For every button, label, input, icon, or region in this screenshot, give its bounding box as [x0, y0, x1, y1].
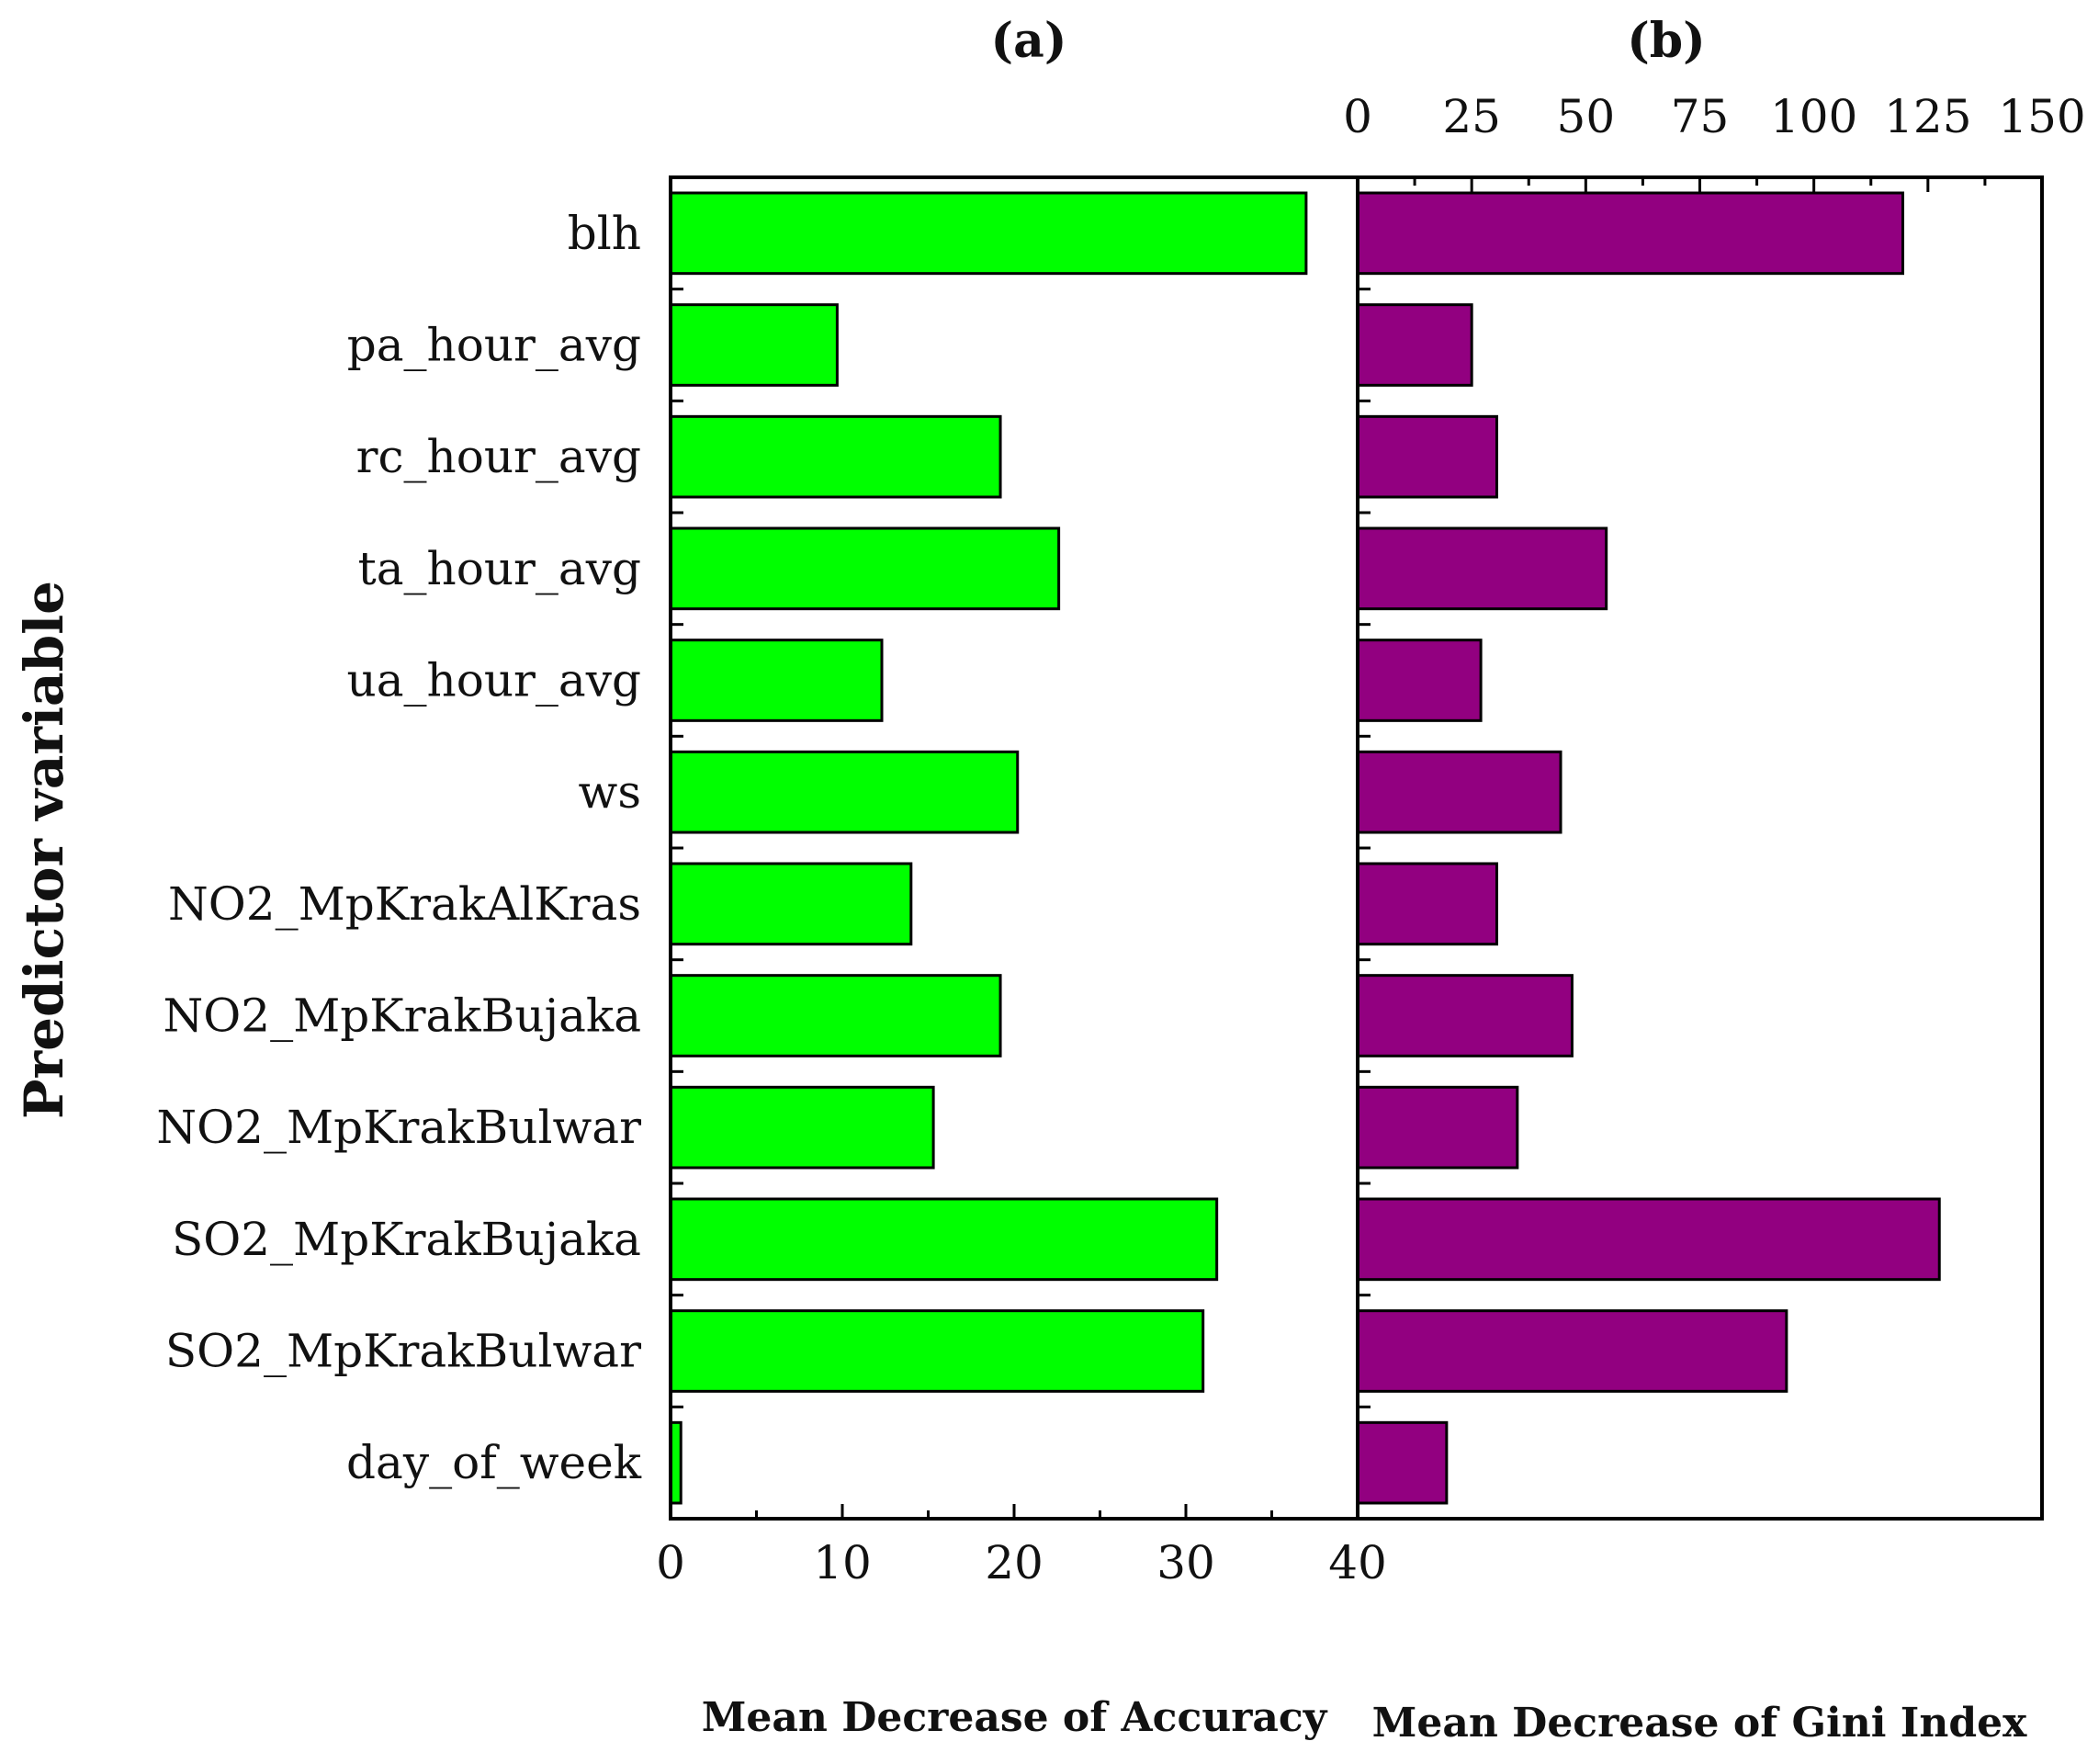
panel-b-bar-rc_hour_avg — [1356, 414, 1498, 499]
panel-a-tick-label: 40 — [1328, 1536, 1387, 1589]
category-label-NO2_MpKrakBujaka: NO2_MpKrakBujaka — [164, 989, 641, 1043]
category-label-rc_hour_avg: rc_hour_avg — [356, 430, 641, 483]
panel-b-bar-ta_hour_avg — [1356, 526, 1608, 611]
panel-a-tick-label: 20 — [985, 1536, 1044, 1589]
panel-b-bar-pa_hour_avg — [1356, 303, 1473, 387]
category-label-day_of_week: day_of_week — [346, 1436, 642, 1489]
panel-a-tick-label: 10 — [813, 1536, 872, 1589]
panel-a: (a) 0 10 20 30 40 Mean Decrease of Accuracy — [656, 13, 1387, 1741]
panel-b-bar-SO2_MpKrakBulwar — [1356, 1309, 1788, 1393]
panel-a-title: (a) — [991, 13, 1067, 69]
panel-b-bars — [1356, 191, 1941, 1505]
category-labels: blh pa_hour_avg rc_hour_avg ta_hour_avg ua_h… — [156, 207, 641, 1489]
panel-b-tick-label: 75 — [1671, 90, 1730, 143]
panel-b: (b) 0 25 50 75 100 125 150 Mean Decrease of Gi… — [1343, 13, 2086, 1747]
category-label-pa_hour_avg: pa_hour_avg — [347, 319, 641, 372]
panel-b-bar-NO2_MpKrakAlKras — [1356, 862, 1498, 946]
category-label-blh: blh — [568, 207, 641, 260]
panel-a-bar-NO2_MpKrakAlKras — [669, 862, 913, 946]
panel-b-x-axis-title: Mean Decrease of Gini Index — [1372, 1700, 2027, 1747]
panel-a-bar-SO2_MpKrakBulwar — [669, 1309, 1205, 1393]
panel-a-bar-rc_hour_avg — [669, 414, 1002, 499]
category-label-SO2_MpKrakBujaka: SO2_MpKrakBujaka — [172, 1213, 641, 1266]
panel-b-bar-ws — [1356, 750, 1562, 834]
panel-a-bar-ws — [669, 750, 1020, 834]
panel-b-bar-blh — [1356, 191, 1905, 276]
panel-b-frame — [1356, 175, 2044, 1521]
panel-b-tick-label: 50 — [1557, 90, 1616, 143]
panel-b-x-axis: 0 25 50 75 100 125 150 — [1343, 90, 2086, 1408]
category-label-NO2_MpKrakBulwar: NO2_MpKrakBulwar — [156, 1101, 641, 1154]
panel-a-bars — [669, 191, 1308, 1505]
y-axis-title: Predictor variable — [13, 581, 75, 1119]
panel-a-bar-NO2_MpKrakBujaka — [669, 974, 1002, 1057]
panel-b-title: (b) — [1627, 13, 1706, 69]
panel-a-bar-ua_hour_avg — [669, 639, 884, 722]
panel-b-bar-day_of_week — [1356, 1420, 1449, 1505]
panel-b-tick-label: 25 — [1442, 90, 1501, 143]
panel-a-bar-NO2_MpKrakBulwar — [669, 1085, 935, 1170]
panel-a-tick-label: 30 — [1156, 1536, 1215, 1589]
panel-b-tick-label: 100 — [1770, 90, 1857, 143]
category-label-NO2_MpKrakAlKras: NO2_MpKrakAlKras — [168, 877, 641, 931]
panel-b-bar-ua_hour_avg — [1356, 639, 1483, 722]
panel-b-tick-label: 125 — [1884, 90, 1971, 143]
panel-b-bar-NO2_MpKrakBulwar — [1356, 1085, 1519, 1170]
category-label-ta_hour_avg: ta_hour_avg — [358, 542, 641, 595]
category-label-ua_hour_avg: ua_hour_avg — [347, 654, 641, 707]
panel-a-bar-SO2_MpKrakBujaka — [669, 1197, 1219, 1282]
category-label-ws: ws — [579, 765, 641, 819]
panel-a-bar-pa_hour_avg — [669, 303, 839, 387]
panel-a-bar-ta_hour_avg — [669, 526, 1061, 611]
panel-b-bar-NO2_MpKrakBujaka — [1356, 974, 1574, 1057]
panel-b-tick-label: 150 — [1998, 90, 2085, 143]
panel-a-x-axis-title: Mean Decrease of Accuracy — [702, 1694, 1328, 1741]
panel-a-x-axis: 0 10 20 30 40 — [656, 288, 1387, 1589]
panel-b-bar-SO2_MpKrakBujaka — [1356, 1197, 1941, 1282]
panel-a-bar-blh — [669, 191, 1308, 276]
panel-b-tick-label: 0 — [1343, 90, 1372, 143]
category-label-SO2_MpKrakBulwar: SO2_MpKrakBulwar — [165, 1325, 641, 1378]
panel-a-tick-label: 0 — [656, 1536, 685, 1589]
